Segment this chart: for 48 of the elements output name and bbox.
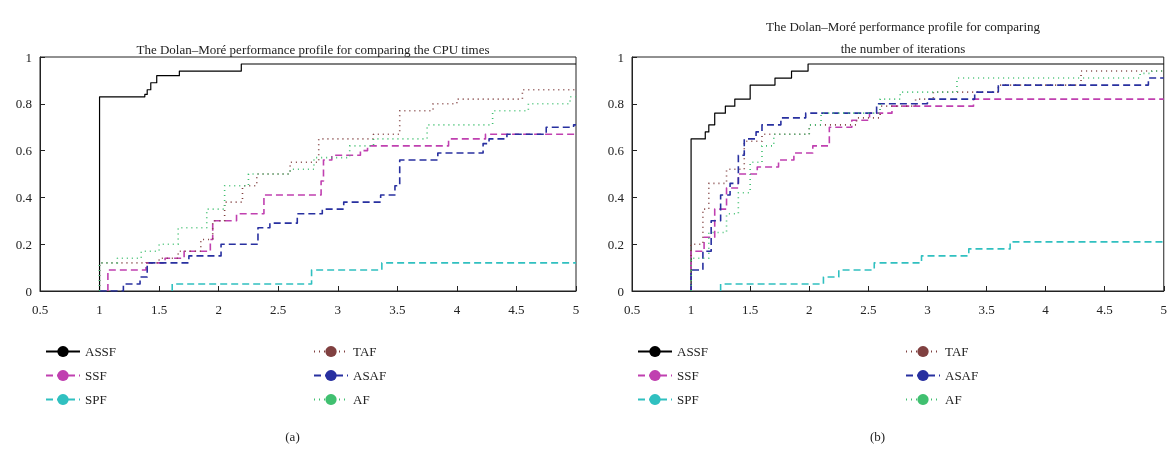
legend-label: SPF	[677, 392, 699, 407]
y-tick-label: 0.6	[607, 143, 625, 159]
x-tick-label: 4	[453, 302, 461, 317]
x-tick-label: 2.5	[860, 302, 877, 317]
y-tick-label: 0.6	[15, 143, 33, 159]
x-tick-label: 4.5	[1096, 302, 1113, 317]
legend-label: ASSF	[677, 344, 709, 359]
y-tick-label: 0.2	[15, 236, 32, 252]
x-tick-label: 1.5	[742, 302, 759, 317]
legend-label: SSF	[85, 368, 107, 383]
x-tick-label: 3	[334, 302, 342, 317]
x-tick-label: 2.5	[270, 302, 287, 317]
x-tick-label: 4	[1042, 302, 1050, 317]
legend-label: AF	[353, 392, 370, 407]
x-tick-label: 3	[924, 302, 931, 317]
x-tick-label: 1.5	[150, 302, 168, 317]
legend-label: ASSF	[85, 344, 117, 359]
legend-label: AF	[945, 392, 962, 407]
x-tick-label: 5	[572, 302, 580, 317]
x-tick-label: 2	[215, 302, 222, 317]
y-tick-label: 0	[617, 283, 624, 299]
x-tick-label: 2	[806, 302, 813, 317]
x-tick-label: 1	[96, 302, 103, 317]
legend-label: TAF	[353, 344, 377, 359]
legend-label: ASAF	[353, 368, 387, 383]
y-tick-label: 1	[617, 49, 624, 65]
x-tick-label: 0.5	[31, 302, 49, 317]
x-tick-label: 3.5	[978, 302, 995, 317]
legend-label: SSF	[677, 368, 699, 383]
y-tick-label: 0.2	[607, 236, 624, 252]
y-tick-label: 0.8	[607, 96, 624, 112]
legend-label: ASAF	[945, 368, 979, 383]
chart-title: The Dolan–Moré performance profile for comparing the number of iterations	[766, 18, 1041, 56]
x-tick-label: 0.5	[623, 302, 641, 317]
legend-label: TAF	[945, 344, 969, 359]
text: (b)	[869, 429, 886, 444]
x-tick-label: 3.5	[389, 302, 406, 317]
x-tick-label: 4.5	[508, 302, 525, 317]
chart-title: The Dolan–Moré performance profile for comparing the CPU times	[136, 41, 490, 57]
y-tick-label: 0.4	[607, 189, 625, 205]
legend-label: SPF	[85, 392, 107, 407]
y-tick-label: 0.4	[15, 189, 33, 205]
y-tick-label: 0.8	[15, 96, 32, 112]
y-tick-label: 1	[25, 49, 32, 65]
text: (a)	[285, 429, 300, 444]
x-tick-label: 1	[687, 302, 695, 317]
y-tick-label: 0	[25, 283, 32, 299]
x-tick-label: 5	[1160, 302, 1167, 317]
